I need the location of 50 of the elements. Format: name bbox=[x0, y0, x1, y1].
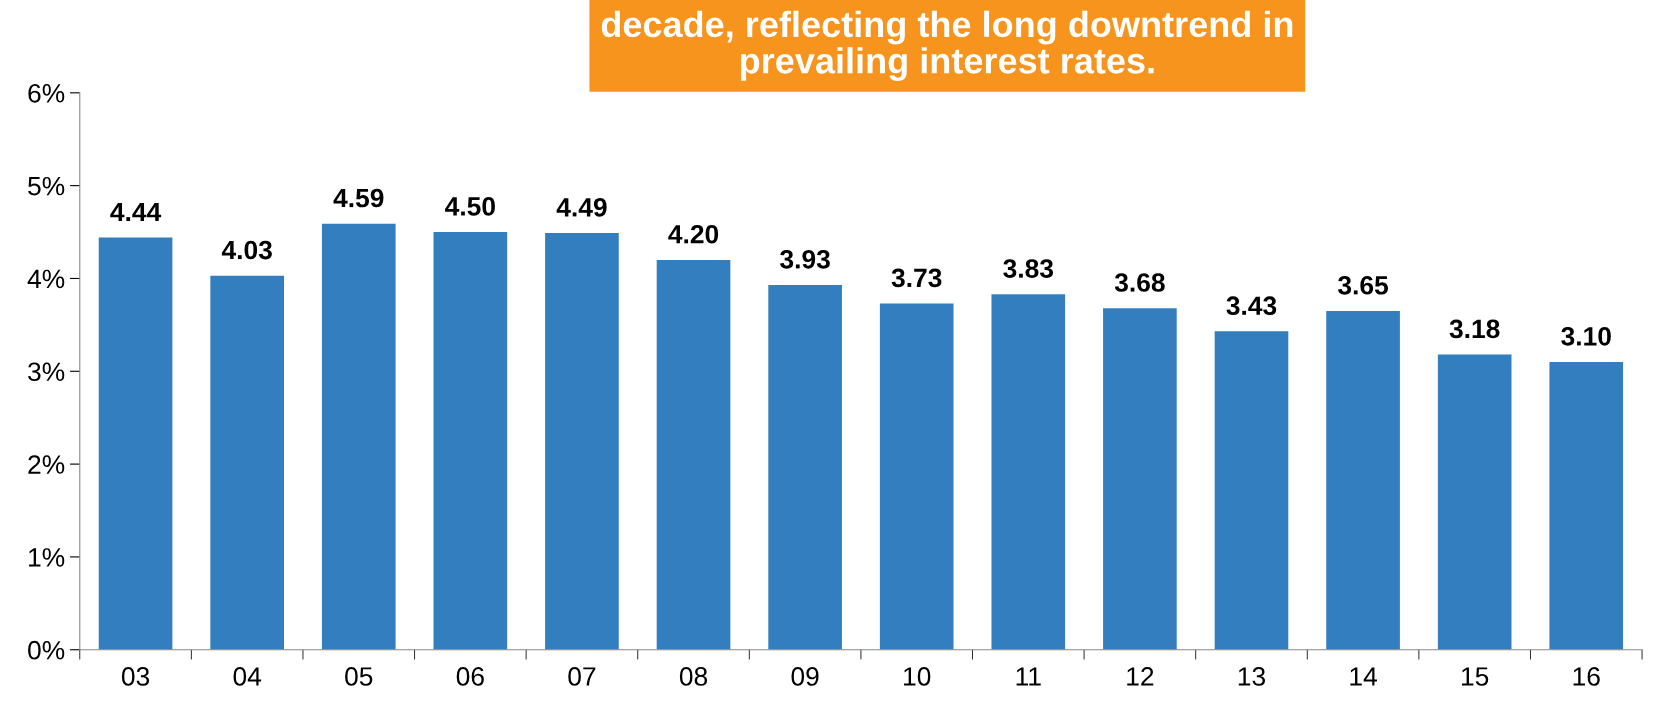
bar bbox=[545, 232, 619, 650]
bar bbox=[991, 294, 1066, 650]
data-label: 4.49 bbox=[556, 197, 607, 217]
x-tick-label: 11 bbox=[1016, 667, 1041, 686]
data-label: 3.73 bbox=[891, 268, 942, 288]
y-tick-label: 3% bbox=[28, 362, 65, 382]
bar bbox=[433, 232, 508, 650]
bar bbox=[656, 259, 731, 650]
x-tick-label: 10 bbox=[904, 667, 931, 686]
bar bbox=[1214, 331, 1289, 650]
data-label: 3.83 bbox=[1003, 259, 1054, 278]
bar bbox=[210, 275, 284, 650]
x-tick-label: 06 bbox=[456, 667, 484, 686]
x-tick-label: 08 bbox=[679, 667, 708, 686]
x-tick-label: 15 bbox=[1462, 667, 1489, 686]
bar bbox=[98, 237, 173, 650]
data-label: 3.68 bbox=[1114, 273, 1165, 292]
bar bbox=[768, 284, 842, 650]
data-label: 4.03 bbox=[221, 240, 272, 260]
x-tick-label: 13 bbox=[1238, 667, 1265, 686]
y-tick-label: 4% bbox=[27, 269, 65, 289]
data-label: 3.93 bbox=[780, 249, 830, 269]
x-tick-label: 07 bbox=[568, 667, 596, 686]
y-tick-label: 0% bbox=[28, 640, 65, 660]
y-tick-label: 6% bbox=[28, 83, 65, 103]
data-label: 3.10 bbox=[1561, 326, 1611, 346]
bar bbox=[879, 303, 954, 650]
data-label: 3.65 bbox=[1338, 275, 1389, 295]
bar bbox=[1326, 310, 1400, 650]
data-label: 4.20 bbox=[668, 224, 719, 244]
x-tick-label: 04 bbox=[233, 667, 262, 686]
data-label: 4.59 bbox=[333, 188, 384, 208]
x-tick-label: 09 bbox=[791, 667, 819, 686]
y-tick-label: 2% bbox=[28, 455, 65, 474]
x-tick-label: 16 bbox=[1573, 667, 1600, 686]
data-label: 4.44 bbox=[110, 202, 162, 222]
x-tick-label: 05 bbox=[345, 667, 373, 686]
y-tick-label: 1% bbox=[29, 548, 65, 567]
data-label: 4.50 bbox=[445, 197, 495, 216]
bar bbox=[1103, 308, 1177, 650]
text: decade, reflecting the long downtrend in prevailing interest rates. bbox=[601, 10, 1293, 81]
bar bbox=[1549, 362, 1624, 650]
data-label: 3.43 bbox=[1226, 296, 1277, 316]
bar bbox=[1437, 354, 1512, 650]
y-tick-label: 5% bbox=[28, 176, 65, 196]
x-tick-label: 12 bbox=[1127, 667, 1154, 686]
x-tick-label: 14 bbox=[1350, 667, 1377, 686]
x-tick-label: 03 bbox=[121, 667, 150, 686]
bar bbox=[321, 223, 396, 650]
data-label: 3.18 bbox=[1449, 319, 1500, 339]
